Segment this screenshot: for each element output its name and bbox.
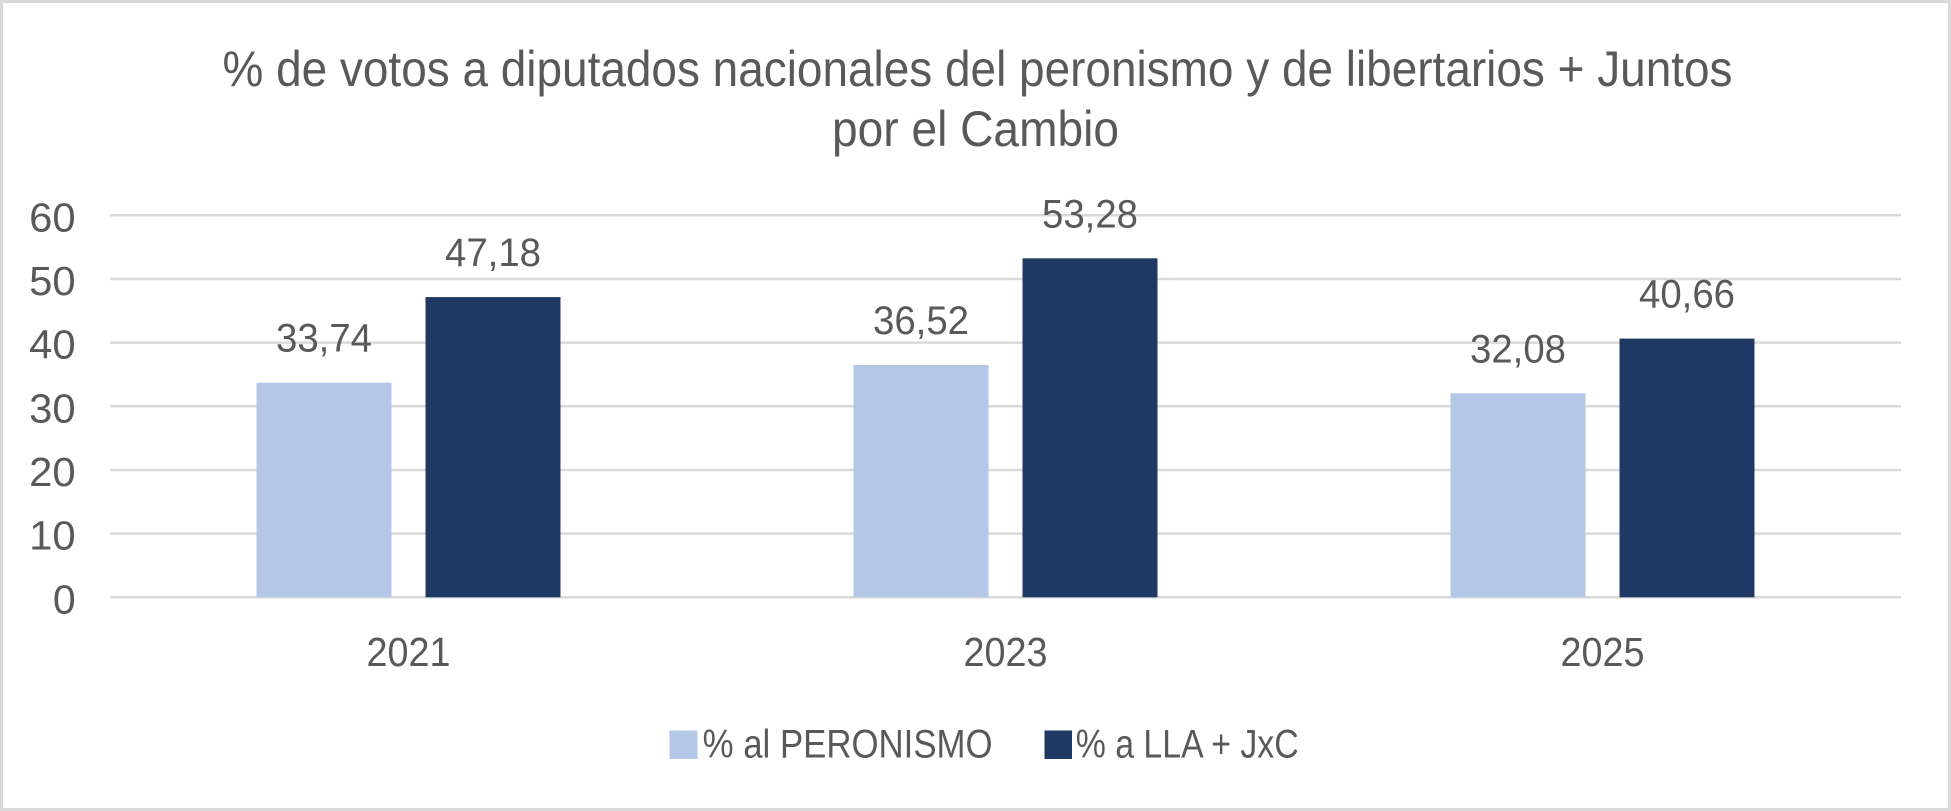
svg-text:53,28: 53,28: [1042, 192, 1138, 236]
svg-text:60: 60: [29, 194, 76, 240]
svg-text:2023: 2023: [964, 629, 1048, 675]
svg-text:2025: 2025: [1561, 629, 1645, 675]
svg-text:40,66: 40,66: [1639, 273, 1735, 317]
svg-text:50: 50: [29, 258, 76, 304]
svg-text:40: 40: [29, 322, 76, 368]
svg-text:47,18: 47,18: [445, 231, 541, 275]
svg-text:30: 30: [29, 385, 76, 431]
svg-text:por el Cambio: por el Cambio: [832, 101, 1119, 157]
svg-text:33,74: 33,74: [276, 317, 372, 361]
svg-text:2021: 2021: [367, 629, 451, 675]
svg-text:% de votos a diputados naciona: % de votos a diputados nacionales del pe…: [223, 41, 1733, 97]
svg-text:20: 20: [29, 449, 76, 495]
svg-text:36,52: 36,52: [873, 299, 969, 343]
svg-text:10: 10: [29, 513, 76, 559]
svg-text:32,08: 32,08: [1470, 327, 1566, 371]
svg-text:% a LLA + JxC: % a LLA + JxC: [1076, 723, 1299, 767]
svg-text:0: 0: [53, 576, 76, 622]
svg-text:% al PERONISMO: % al PERONISMO: [703, 723, 993, 767]
